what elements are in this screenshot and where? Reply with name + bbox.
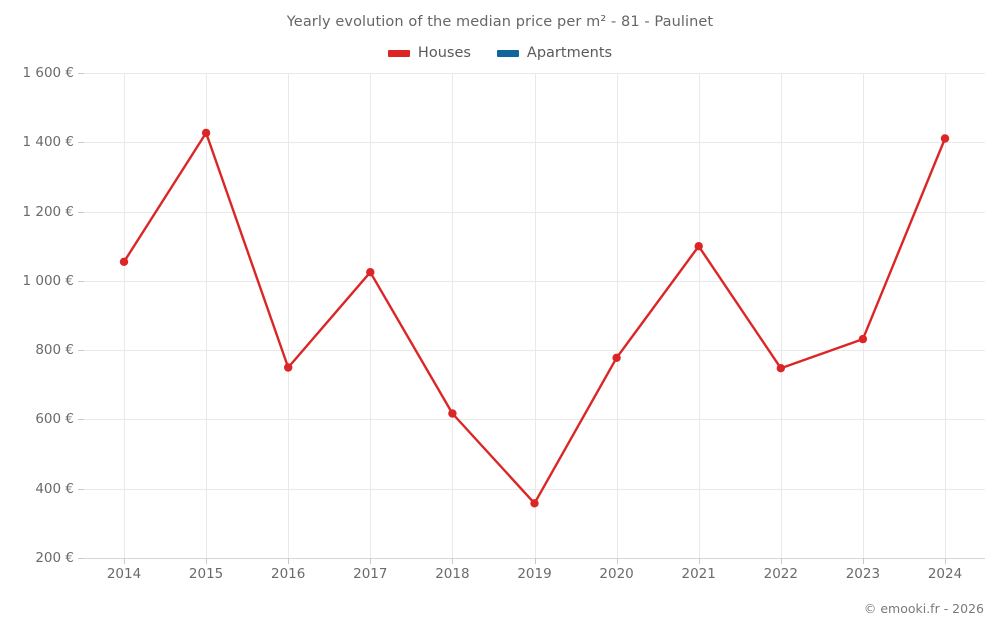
x-tick-label: 2015	[188, 566, 224, 582]
y-tick-label: 1 600 €	[22, 65, 74, 81]
y-tick-label: 1 400 €	[22, 134, 74, 151]
x-tick-label: 2023	[845, 566, 881, 582]
y-tick-label: 800 €	[35, 342, 74, 359]
y-axis: 200 € 400 € 600 € 800 € 1 000 € 1 200 € 1 400 …	[0, 0, 74, 625]
legend-label-houses: Houses	[417, 45, 471, 61]
legend-label-apartments: Apartments	[526, 45, 613, 61]
x-tick-label: 2020	[599, 566, 634, 582]
x-tick-label: 2021	[681, 566, 716, 582]
x-axis: 2014 2015 2016 2017 2018 2019 2020 2021 2022 2023…	[0, 566, 1000, 590]
data-series	[119, 128, 950, 508]
legend-swatch-houses	[387, 49, 410, 57]
x-tick-label: 2024	[927, 566, 963, 582]
legend-swatch-apartments	[496, 49, 519, 57]
chart-title: Yearly evolution of the median price per…	[286, 14, 714, 30]
plot-area	[78, 73, 985, 564]
x-tick-label: 2022	[763, 566, 798, 582]
y-tick-label: 1 000 €	[22, 272, 74, 289]
legend-item-apartments[interactable]: Apartments	[496, 45, 613, 61]
footer-credit: © emooki.fr - 2026	[863, 601, 984, 616]
y-tick-label: 600 €	[35, 411, 74, 428]
x-tick-label: 2019	[517, 566, 552, 582]
y-tick-label: 1 200 €	[22, 203, 74, 220]
legend-item-houses[interactable]: Houses	[387, 45, 471, 61]
y-tick-label: 200 €	[35, 550, 74, 566]
chart-legend: Houses Apartments	[0, 45, 1000, 61]
x-tick-label: 2018	[435, 566, 470, 582]
x-tick-label: 2014	[106, 566, 142, 582]
x-tick-label: 2017	[353, 566, 388, 582]
y-tick-label: 400 €	[35, 480, 74, 497]
x-tick-label: 2016	[271, 566, 306, 582]
